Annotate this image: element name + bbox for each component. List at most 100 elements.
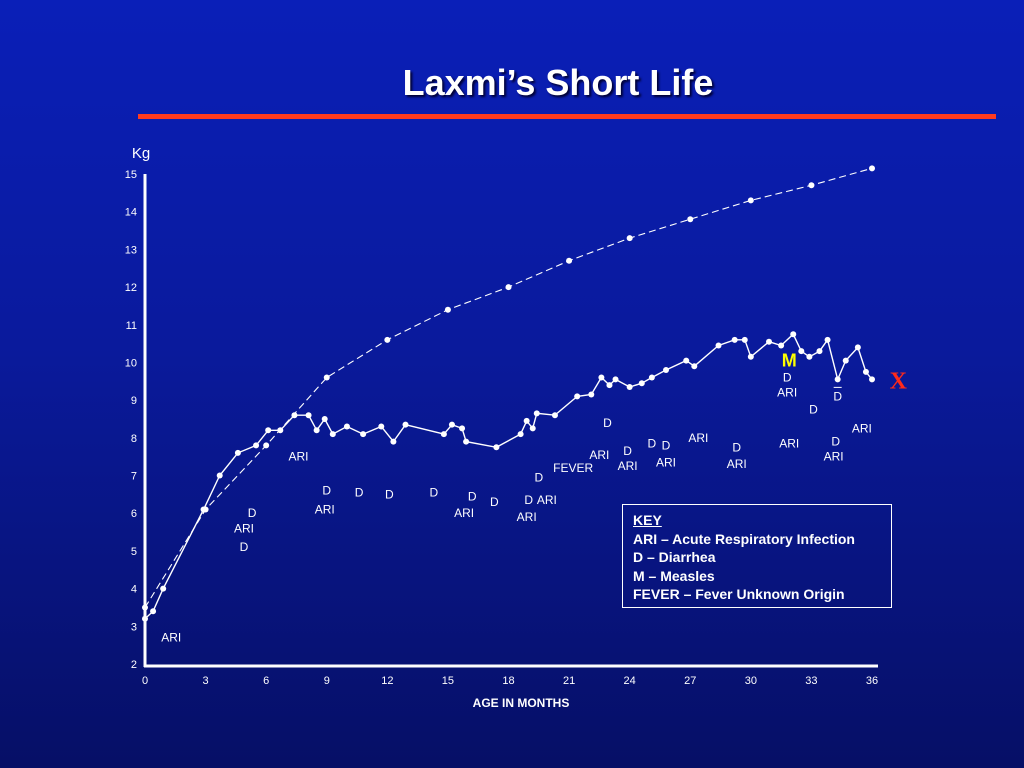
y-tick-label: 11: [126, 320, 137, 332]
weight-point: [216, 472, 223, 479]
weight-point: [551, 412, 558, 419]
illness-annotation: D: [534, 470, 543, 484]
weight-point: [378, 423, 385, 430]
reference-point: [263, 442, 270, 449]
weight-point: [824, 336, 831, 343]
weight-point: [360, 431, 367, 438]
chart-title: Laxmi’s Short Life: [402, 62, 714, 103]
weight-point: [766, 338, 773, 345]
final-weight-point: [869, 376, 875, 383]
weight-point: [150, 608, 157, 615]
weight-point: [493, 444, 500, 451]
illness-annotation: ARI: [234, 521, 254, 535]
illness-annotation: ARI: [288, 450, 308, 464]
weight-point: [691, 363, 698, 370]
key-item-ari: ARI – Acute Respiratory Infection: [633, 530, 855, 547]
weight-point: [253, 442, 260, 449]
illness-annotation: ARI: [517, 510, 537, 524]
illness-annotation: ARI: [824, 450, 844, 464]
illness-annotation: D: [809, 403, 818, 417]
weight-point: [854, 344, 861, 351]
weight-point: [862, 368, 869, 375]
reference-point: [323, 374, 330, 381]
illness-annotation: D: [429, 486, 438, 500]
weight-point: [329, 431, 336, 438]
y-tick-label: 5: [131, 546, 137, 558]
weight-point: [778, 342, 785, 349]
weight-point: [747, 353, 754, 360]
y-tick-label: 9: [131, 395, 137, 407]
y-tick-label: 13: [125, 244, 137, 256]
points-layer: [142, 165, 875, 622]
weight-point: [648, 374, 655, 381]
illness-annotation: ARI: [727, 457, 747, 471]
x-axis-label: AGE IN MONTHS: [473, 696, 570, 710]
y-tick-label: 14: [125, 207, 137, 219]
weight-point: [529, 425, 536, 432]
weight-point: [343, 423, 350, 430]
illness-annotation: D: [468, 489, 477, 503]
y-axis-label: Kg: [132, 145, 150, 162]
weight-point: [291, 412, 298, 419]
y-tick-label: 3: [131, 621, 137, 633]
weight-point: [816, 348, 823, 355]
weight-point: [683, 357, 690, 364]
reference-point: [505, 284, 512, 291]
x-tick-label: 30: [745, 675, 757, 687]
x-tick-label: 3: [203, 675, 209, 687]
x-tick-label: 36: [866, 675, 878, 687]
weight-point: [321, 416, 328, 422]
reference-point: [747, 197, 754, 204]
x-tick-label: 24: [624, 675, 636, 687]
weight-point: [790, 331, 797, 338]
weight-point: [626, 383, 633, 390]
x-tick-label: 21: [563, 675, 575, 687]
weight-point: [533, 410, 540, 417]
weight-point: [440, 431, 447, 438]
weight-point: [313, 427, 320, 434]
weight-point: [234, 449, 241, 456]
y-tick-label: 2: [131, 659, 137, 671]
weight-point: [574, 393, 581, 400]
illness-annotation: D: [662, 438, 671, 452]
x-tick-label: 6: [263, 675, 269, 687]
illness-annotation: D: [248, 506, 257, 520]
illness-annotation: ARI: [777, 386, 797, 400]
illness-annotation: ARI: [618, 459, 638, 473]
weight-point: [588, 391, 595, 398]
key-legend: KEY ARI – Acute Respiratory Infection D …: [622, 504, 892, 608]
x-tick-label: 33: [805, 675, 817, 687]
weight-point: [463, 438, 470, 445]
illness-annotation: ARI: [589, 448, 609, 462]
weight-point: [265, 427, 272, 434]
illness-annotation: FEVER: [553, 461, 593, 475]
illness-annotation: D: [732, 440, 741, 454]
key-title: KEY: [633, 512, 662, 528]
weight-point: [448, 421, 455, 428]
measles-marker: M: [782, 351, 797, 371]
title-underline: [138, 114, 996, 119]
weight-point: [523, 417, 530, 424]
weight-point: [612, 376, 619, 383]
illness-annotation: ARI: [537, 493, 557, 507]
illness-annotation: ARI: [454, 506, 474, 520]
illness-annotation: D: [385, 487, 394, 501]
weight-point: [200, 506, 207, 513]
weight-point: [598, 374, 605, 381]
reference-point: [687, 216, 694, 223]
x-tick-label: 9: [324, 675, 330, 687]
weight-point: [806, 353, 813, 360]
illness-annotation: D: [490, 495, 499, 509]
x-tick-label: 27: [684, 675, 696, 687]
y-tick-label: 7: [131, 471, 137, 483]
key-item-measles: M – Measles: [633, 567, 715, 584]
y-tick-label: 6: [131, 508, 137, 520]
reference-point: [869, 165, 875, 172]
reference-point: [808, 182, 815, 189]
weight-point: [842, 357, 849, 364]
y-tick-label: 10: [125, 357, 137, 369]
x-tick-label: 12: [381, 675, 393, 687]
reference-point: [566, 257, 573, 264]
